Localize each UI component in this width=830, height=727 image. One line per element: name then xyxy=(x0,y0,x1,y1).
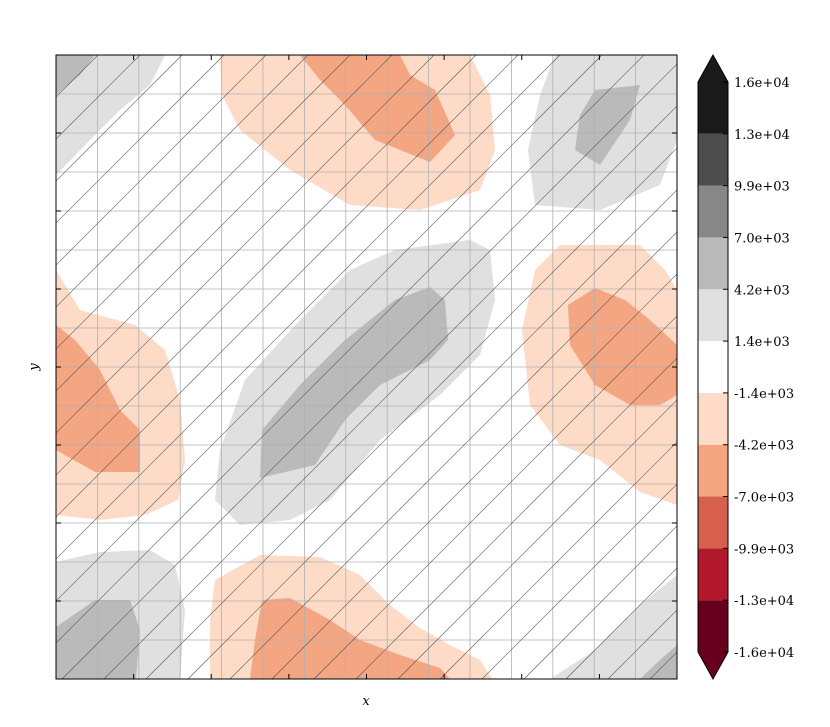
contour-region-bottom-left-mid xyxy=(56,600,140,679)
colorbar-segment xyxy=(698,600,728,652)
hatch-line xyxy=(56,55,561,560)
colorbar-tick-label: -1.3e+04 xyxy=(734,594,794,609)
hatch-line xyxy=(734,55,830,679)
colorbar-segment xyxy=(698,82,728,134)
colorbar-tick-label: 7.0e+03 xyxy=(734,231,790,246)
hatch-line xyxy=(818,55,830,679)
hatch-line xyxy=(313,315,677,679)
y-axis-label: y xyxy=(27,363,42,372)
hatch-line xyxy=(397,399,677,679)
hatch-line xyxy=(145,147,677,679)
hatch-line xyxy=(56,55,351,350)
colorbar-tick-label: -1.4e+03 xyxy=(734,387,794,402)
hatch-line xyxy=(481,483,677,679)
contour-region-left-mid xyxy=(56,325,140,472)
contour-region-top-right-mid xyxy=(575,85,640,165)
colorbar-segment xyxy=(698,496,728,549)
hatch-line xyxy=(271,273,677,679)
colorbar-segment xyxy=(698,185,728,238)
colorbar-tick-label: -1.6e+04 xyxy=(734,646,794,661)
colorbar-tick-label: 1.4e+03 xyxy=(734,335,790,350)
contour-region-bottom-center-mid xyxy=(250,598,450,679)
contour-region-top-center-mid xyxy=(300,55,455,162)
hatch-line xyxy=(229,231,677,679)
hatch-line xyxy=(355,357,677,679)
contour-region-center-mid xyxy=(260,287,448,478)
hatch-line xyxy=(187,189,677,679)
x-axis-label: x xyxy=(362,694,370,709)
plot-area xyxy=(55,54,830,680)
colorbar-segment xyxy=(698,341,728,393)
colorbar-tick-label: -4.2e+03 xyxy=(734,439,794,454)
hatch-line xyxy=(56,55,225,224)
hatch-line xyxy=(56,55,393,392)
hatch-line xyxy=(565,567,677,679)
hatch-line xyxy=(56,55,477,476)
colorbar-segment xyxy=(698,237,728,290)
hatch-line xyxy=(61,63,677,679)
hatch-line xyxy=(56,55,309,308)
hatch-line xyxy=(56,55,435,434)
contour-fills xyxy=(56,55,677,679)
hatch-line xyxy=(103,105,677,679)
hatch-line xyxy=(56,55,267,266)
colorbar-segment xyxy=(698,444,728,497)
contour-region-right-mid xyxy=(568,288,677,405)
contour-region-bottom-right-mid xyxy=(640,645,677,679)
colorbar-tick-label: 1.3e+04 xyxy=(734,128,790,143)
hatch-line xyxy=(56,55,183,182)
axis-ticks xyxy=(56,55,677,679)
colorbar-tick-label: 4.2e+03 xyxy=(734,283,790,298)
hatch-line xyxy=(439,441,677,679)
contour-region-top-left-light xyxy=(56,55,165,175)
colorbar-segment xyxy=(698,133,728,186)
colorbar-tick-label: 1.6e+04 xyxy=(734,76,790,91)
colorbar: 1.6e+04 1.3e+04 9.9e+03 7.0e+03 4.2e+03 1.4e+… xyxy=(697,53,794,681)
hatch-line xyxy=(56,55,519,518)
gridlines xyxy=(56,55,677,679)
colorbar-tick-label: -7.0e+03 xyxy=(734,491,794,506)
hatch-line xyxy=(523,525,677,679)
contour-region-top-left-mid xyxy=(56,55,95,95)
colorbar-extend-bottom xyxy=(698,652,728,679)
hatch-line xyxy=(56,55,603,602)
colorbar-tick-label: -9.9e+03 xyxy=(734,542,794,557)
hatching xyxy=(56,55,830,679)
colorbar-tick-label: 9.9e+03 xyxy=(734,180,790,195)
colorbar-extend-top xyxy=(698,55,728,82)
colorbar-segment xyxy=(698,548,728,601)
colorbar-segment xyxy=(698,392,728,445)
hatch-line xyxy=(56,55,645,644)
colorbar-segment xyxy=(698,289,728,342)
hatch-line xyxy=(776,55,830,679)
